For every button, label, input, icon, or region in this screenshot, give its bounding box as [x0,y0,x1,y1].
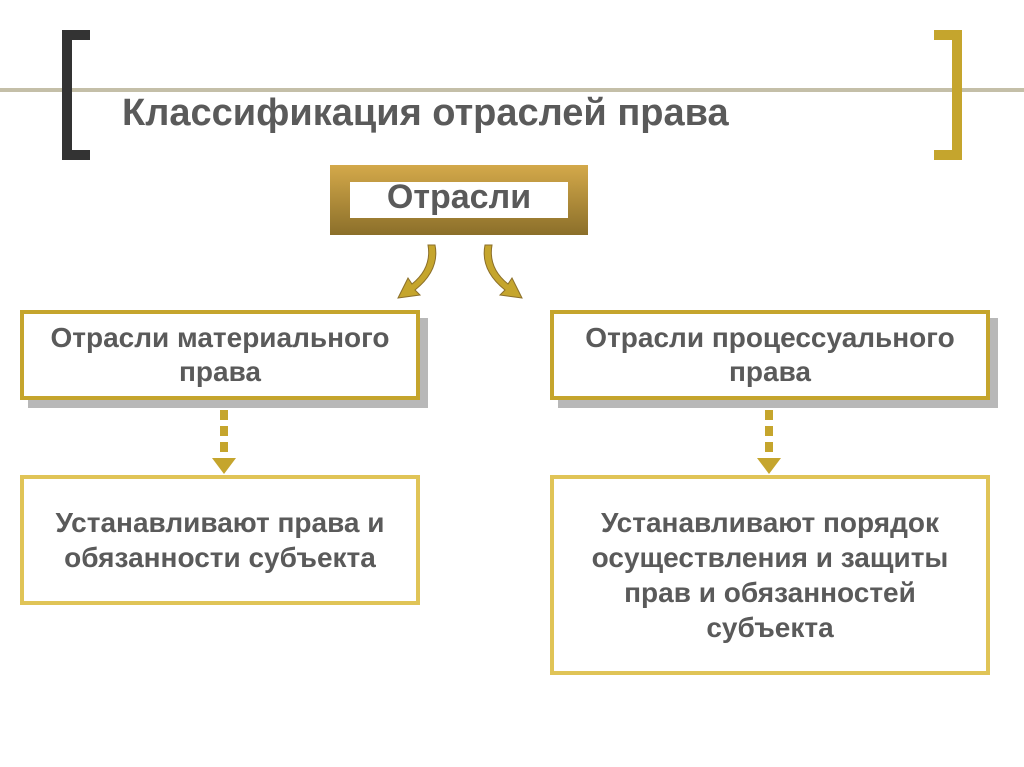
description-left: Устанавливают права и обязанности субъек… [20,475,420,605]
branch-label-left: Отрасли материального права [20,310,420,400]
dashed-arrow-left-icon [220,410,224,460]
page-title: Классификация отраслей права [122,92,729,135]
title-bracket-left [62,30,90,160]
branch-node-left: Отрасли материального права [20,310,420,400]
description-right: Устанавливают порядок осуществления и за… [550,475,990,675]
title-bracket-right [934,30,962,160]
root-node-label: Отрасли [330,178,588,217]
branch-label-right: Отрасли процессуального права [550,310,990,400]
dashed-arrow-right-icon [765,410,769,460]
curve-arrow-right-icon [470,240,530,310]
curve-arrow-left-icon [390,240,450,310]
branch-node-right: Отрасли процессуального права [550,310,990,400]
